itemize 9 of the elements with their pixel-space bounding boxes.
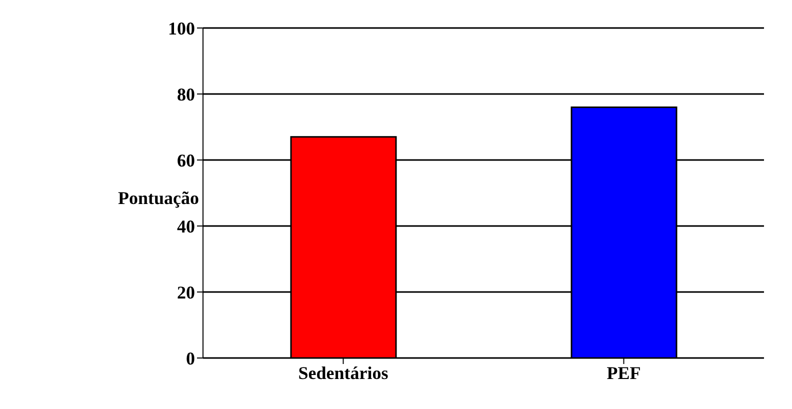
x-tick-label: Sedentários [298, 362, 388, 383]
y-axis-title: Pontuação [118, 188, 199, 209]
y-tick-label: 60 [177, 150, 195, 170]
y-tick-label: 80 [177, 84, 195, 104]
x-tick-label: PEF [606, 362, 641, 383]
y-tick-label: 0 [186, 348, 195, 368]
y-tick-label: 100 [168, 18, 195, 38]
y-tick-label: 40 [177, 216, 195, 236]
y-tick-label: 20 [177, 282, 195, 302]
